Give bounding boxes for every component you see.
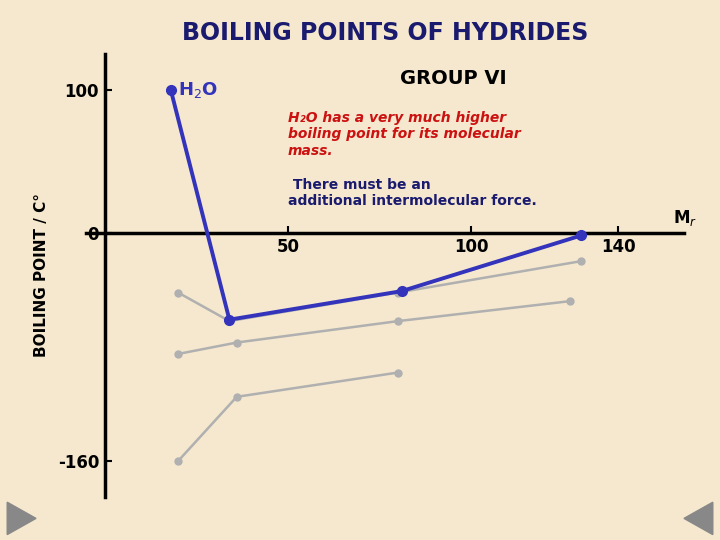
- Text: H$_2$O: H$_2$O: [178, 80, 218, 100]
- Text: M$_r$: M$_r$: [673, 208, 697, 228]
- Text: H₂O has a very much higher
boiling point for its molecular
mass.: H₂O has a very much higher boiling point…: [288, 111, 521, 158]
- Title: BOILING POINTS OF HYDRIDES: BOILING POINTS OF HYDRIDES: [182, 21, 588, 45]
- Text: GROUP VI: GROUP VI: [400, 69, 506, 88]
- Y-axis label: BOILING POINT / C°: BOILING POINT / C°: [35, 193, 50, 357]
- Text: There must be an
additional intermolecular force.: There must be an additional intermolecul…: [288, 178, 537, 208]
